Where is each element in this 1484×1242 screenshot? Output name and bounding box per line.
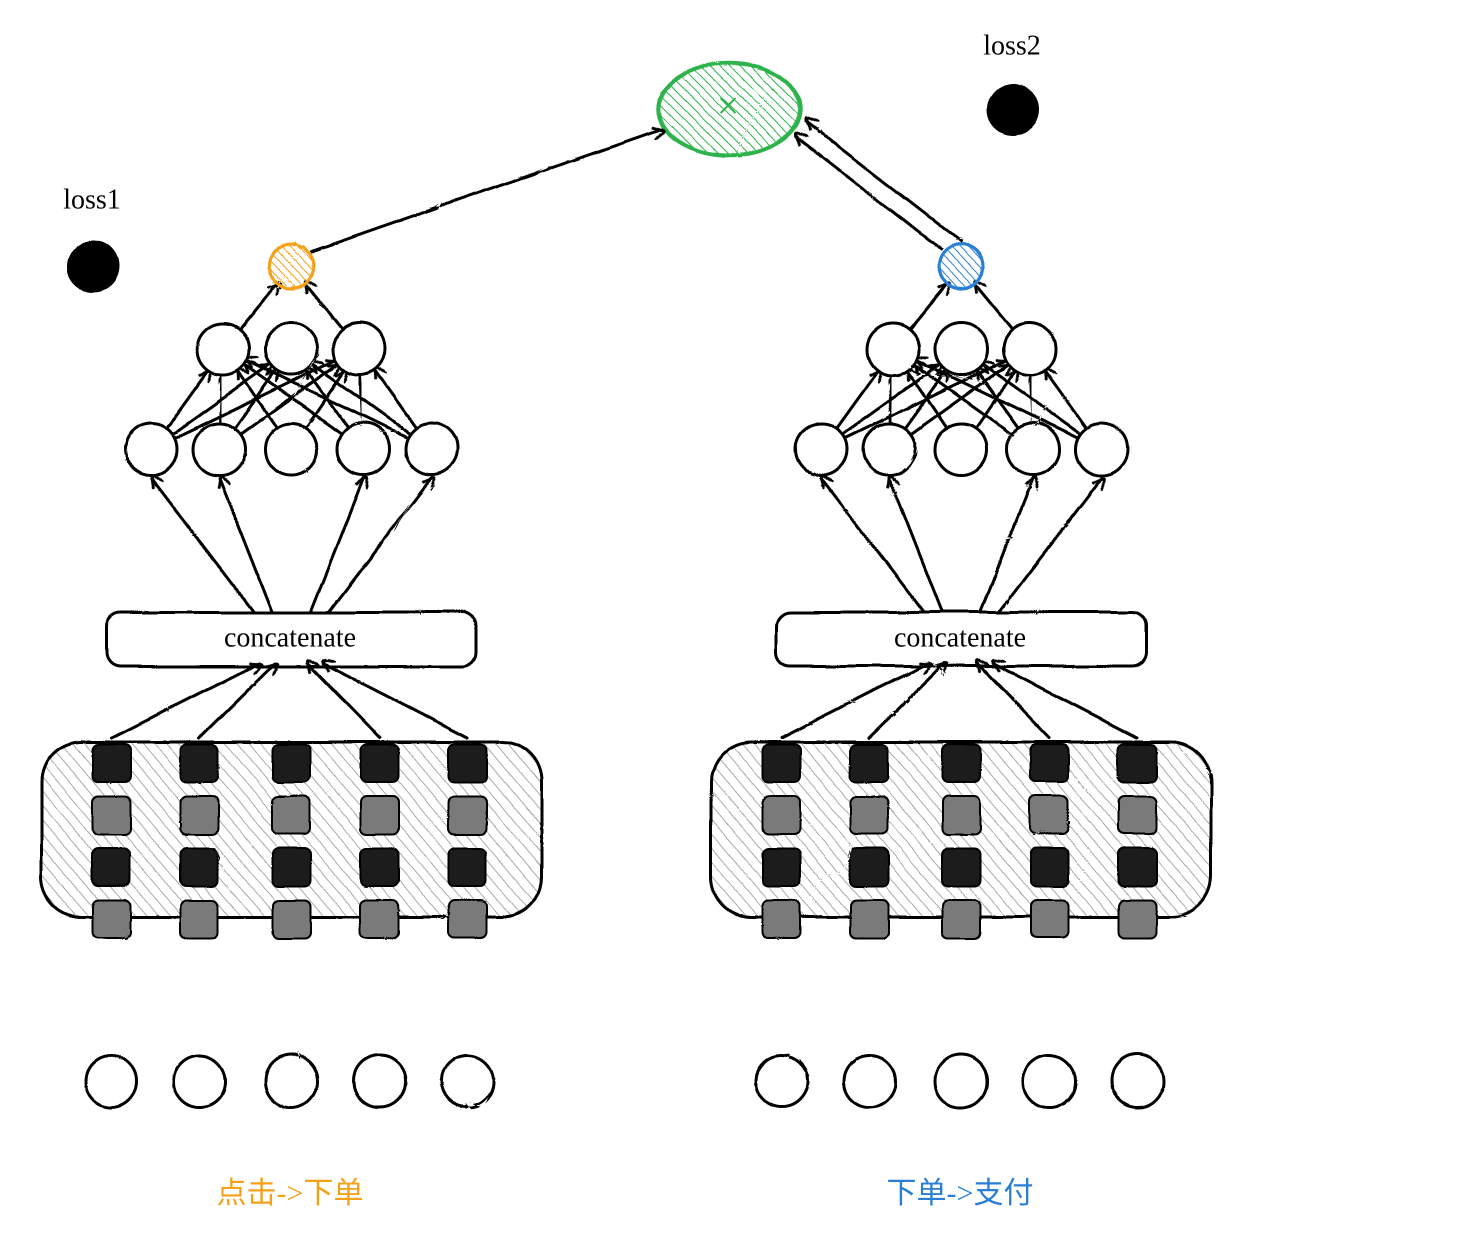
embed-cell bbox=[271, 795, 309, 833]
hidden-node bbox=[794, 422, 846, 474]
tower-label: 点击->下单 bbox=[217, 1177, 364, 1210]
input-node bbox=[1022, 1054, 1074, 1106]
loss2-label: loss2 bbox=[983, 30, 1041, 61]
input-node bbox=[84, 1054, 136, 1106]
diagram: × loss1 loss2 concatenate 点击->下单 concatenate 下… bbox=[0, 0, 1484, 1242]
embed-cell bbox=[91, 847, 129, 885]
concat-label: concatenate bbox=[894, 622, 1026, 653]
embed-cell bbox=[447, 795, 485, 833]
embed-cell bbox=[761, 743, 799, 781]
embed-cell bbox=[359, 743, 397, 781]
multiply-label: × bbox=[717, 83, 740, 128]
input-node bbox=[264, 1054, 316, 1106]
hidden-node bbox=[934, 322, 986, 374]
embed-cell bbox=[761, 795, 799, 833]
hidden-node bbox=[1002, 322, 1054, 374]
input-node bbox=[934, 1054, 986, 1106]
hidden-node bbox=[124, 422, 176, 474]
hidden-node bbox=[934, 422, 986, 474]
embed-cell bbox=[1029, 795, 1067, 833]
arrow-left-to-mult bbox=[310, 128, 660, 250]
embed-cell bbox=[1029, 743, 1067, 781]
arrow-right-to-mult-2 bbox=[805, 120, 960, 240]
input-node bbox=[1110, 1054, 1162, 1106]
embed-cell bbox=[271, 743, 309, 781]
hidden-node bbox=[264, 322, 316, 374]
embed-cell bbox=[359, 847, 397, 885]
embed-cell bbox=[271, 847, 309, 885]
embed-cell bbox=[941, 795, 979, 833]
embed-cell bbox=[179, 847, 217, 885]
embed-cell bbox=[1117, 795, 1155, 833]
embed-cell bbox=[1117, 743, 1155, 781]
hidden-node bbox=[192, 422, 244, 474]
hidden-node bbox=[332, 322, 384, 374]
input-node bbox=[754, 1054, 806, 1106]
embed-cell bbox=[447, 743, 485, 781]
hidden-node bbox=[862, 422, 914, 474]
tower-label: 下单->支付 bbox=[887, 1177, 1034, 1210]
hidden-node bbox=[1006, 422, 1058, 474]
hidden-node bbox=[866, 322, 918, 374]
embed-cell bbox=[849, 847, 887, 885]
embed-cell bbox=[1117, 847, 1155, 885]
embed-cell bbox=[1029, 847, 1067, 885]
embed-cell bbox=[179, 795, 217, 833]
input-node bbox=[172, 1054, 224, 1106]
embed-cell bbox=[761, 847, 799, 885]
embed-cell bbox=[941, 743, 979, 781]
embed-cell bbox=[849, 795, 887, 833]
hidden-node bbox=[196, 322, 248, 374]
loss1-node bbox=[67, 240, 117, 290]
embed-cell bbox=[359, 795, 397, 833]
embed-cell bbox=[849, 743, 887, 781]
embed-cell bbox=[447, 847, 485, 885]
embed-cell bbox=[91, 795, 129, 833]
loss2-node bbox=[987, 83, 1037, 133]
embed-cell bbox=[941, 847, 979, 885]
input-node bbox=[352, 1054, 404, 1106]
arrow-right-to-mult bbox=[795, 135, 940, 248]
embed-cell bbox=[179, 743, 217, 781]
embed-cell bbox=[91, 743, 129, 781]
input-node bbox=[440, 1054, 492, 1106]
loss1-label: loss1 bbox=[63, 184, 121, 215]
input-node bbox=[842, 1054, 894, 1106]
hidden-node bbox=[1074, 422, 1126, 474]
concat-label: concatenate bbox=[224, 622, 356, 653]
hidden-node bbox=[264, 422, 316, 474]
hidden-node bbox=[404, 422, 456, 474]
hidden-node bbox=[336, 422, 388, 474]
